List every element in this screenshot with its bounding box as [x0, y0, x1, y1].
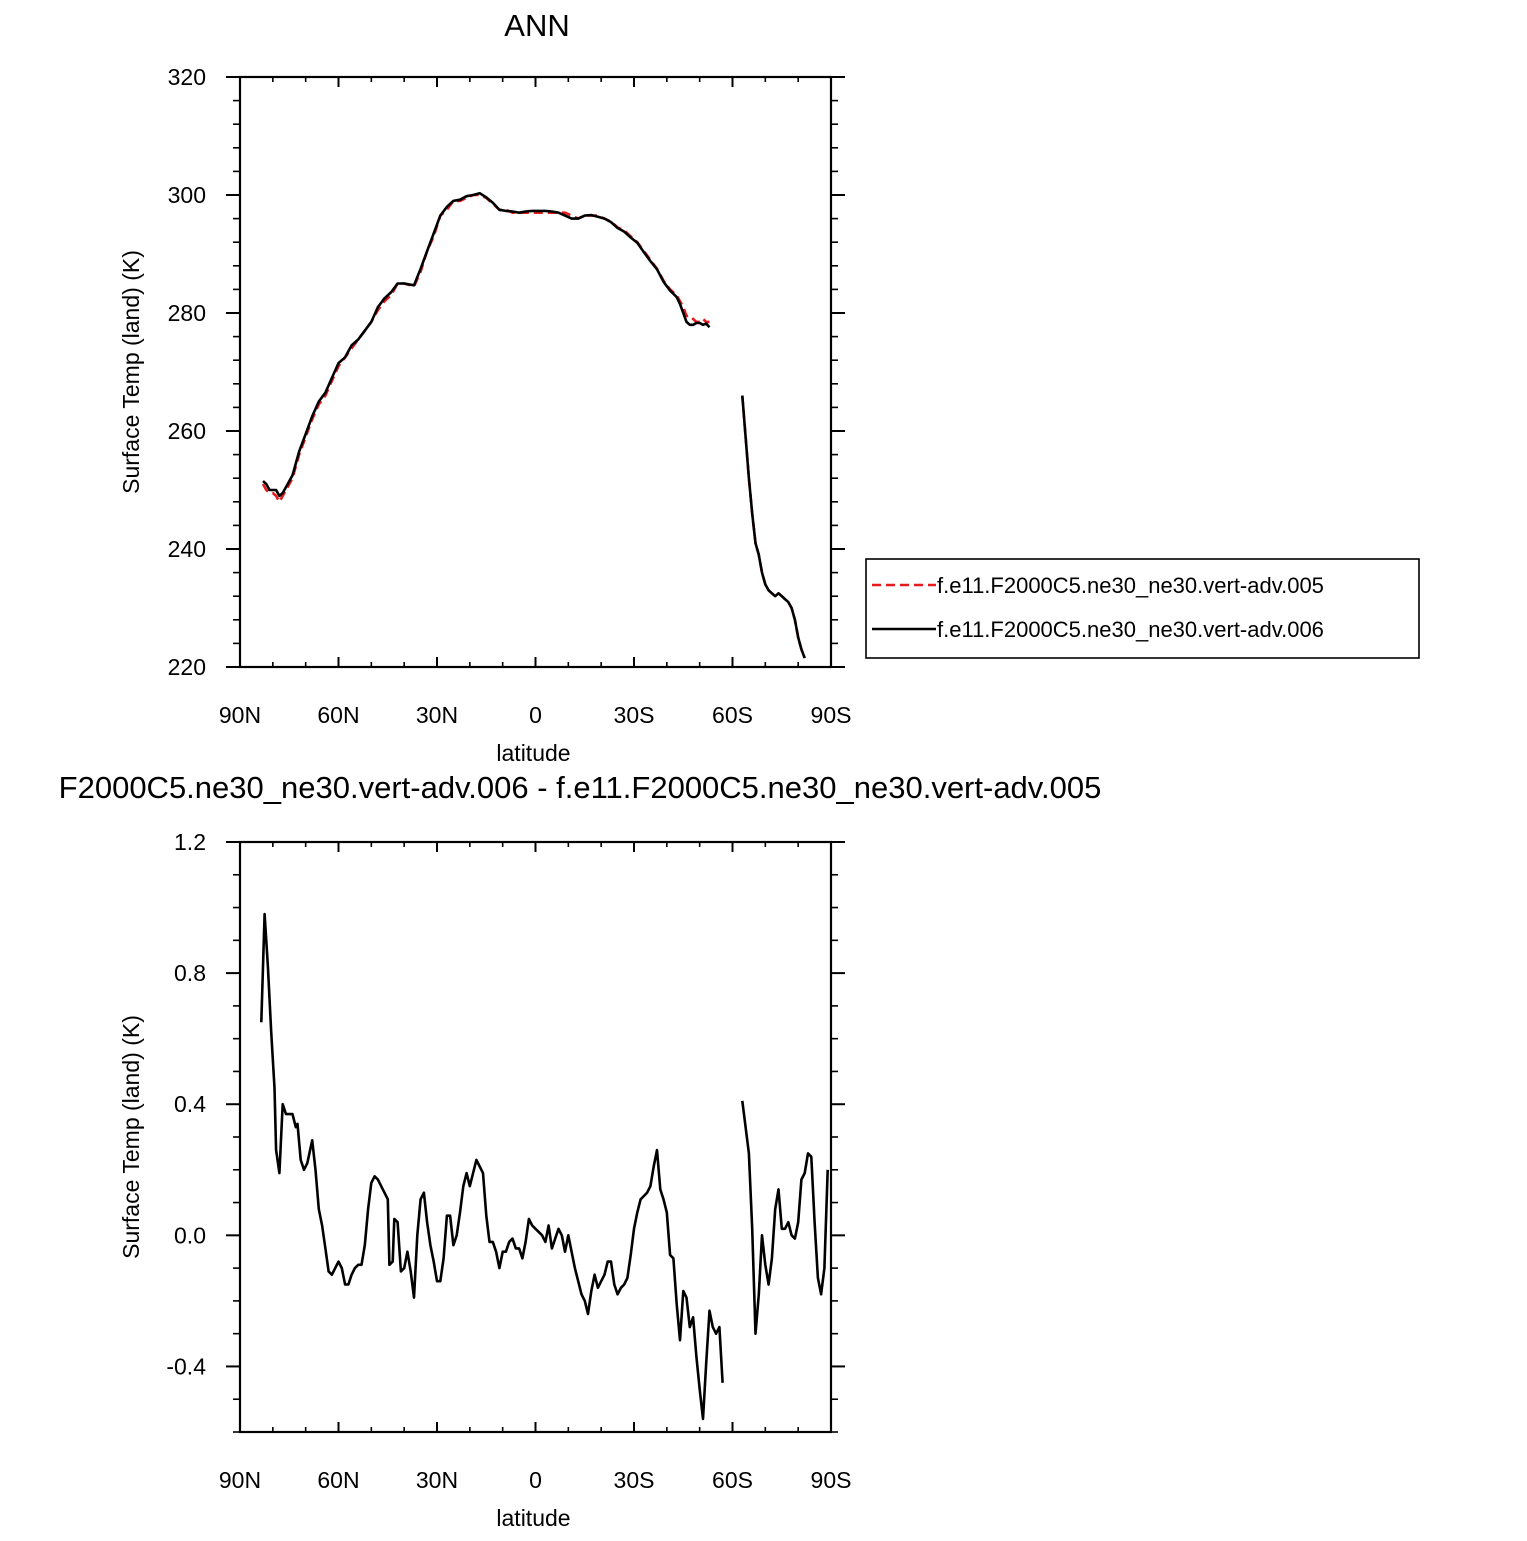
y-tick-label: 220	[168, 654, 206, 680]
y-tick-label: 1.2	[174, 829, 206, 855]
x-tick-label: 30S	[614, 1467, 655, 1493]
x-tick-label: 60S	[712, 1467, 753, 1493]
x-axis-label: latitude	[496, 1505, 570, 1531]
x-tick-label: 30S	[614, 702, 655, 728]
x-tick-label: 0	[529, 702, 542, 728]
y-tick-label: 0.0	[174, 1222, 206, 1248]
y-tick-label: -0.4	[166, 1353, 206, 1379]
y-tick-label: 320	[168, 64, 206, 90]
plot-frame	[238, 840, 833, 1434]
legend-box	[865, 558, 1420, 659]
series-line-1-segment-1	[741, 395, 806, 659]
chart-title: F2000C5.ne30_ne30.vert-adv.006 - f.e11.F…	[59, 770, 1102, 805]
legend: f.e11.F2000C5.ne30_ne30.vert-adv.005 f.e1…	[865, 558, 1420, 659]
chart-bottom: F2000C5.ne30_ne30.vert-adv.006 - f.e11.F…	[59, 770, 1102, 1531]
y-axis-label: Surface Temp (land) (K)	[118, 1015, 144, 1259]
y-axis-label: Surface Temp (land) (K)	[118, 250, 144, 494]
x-tick-label: 0	[529, 1467, 542, 1493]
y-tick-label: 240	[168, 536, 206, 562]
series-line-0-segment-0	[260, 912, 724, 1421]
chart-title: ANN	[504, 8, 569, 43]
y-tick-label: 260	[168, 418, 206, 444]
plot-area	[261, 191, 806, 659]
x-tick-label: 30N	[416, 702, 458, 728]
x-tick-label: 90S	[811, 702, 852, 728]
legend-label: f.e11.F2000C5.ne30_ne30.vert-adv.005	[937, 573, 1324, 598]
y-tick-label: 300	[168, 182, 206, 208]
x-tick-label: 60S	[712, 702, 753, 728]
x-tick-label: 60N	[317, 702, 359, 728]
x-tick-label: 90N	[219, 1467, 261, 1493]
x-tick-label: 90S	[811, 1467, 852, 1493]
plot-area	[260, 912, 829, 1421]
y-tick-label: 0.8	[174, 960, 206, 986]
x-tick-label: 30N	[416, 1467, 458, 1493]
chart-top: ANN 90N 60N 30N 0 30S 60S 90S 220 240 260 280 300 320…	[118, 8, 1420, 766]
x-axis-label: latitude	[496, 740, 570, 766]
series-line-0-segment-1	[741, 1100, 829, 1335]
plot-frame	[238, 75, 833, 669]
series-line-1-segment-0	[262, 191, 711, 498]
x-tick-label: 90N	[219, 702, 261, 728]
x-tick-label: 60N	[317, 1467, 359, 1493]
y-tick-label: 280	[168, 300, 206, 326]
legend-label: f.e11.F2000C5.ne30_ne30.vert-adv.006	[937, 617, 1324, 642]
series-line-0-segment-0	[261, 193, 710, 504]
y-tick-label: 0.4	[174, 1091, 206, 1117]
